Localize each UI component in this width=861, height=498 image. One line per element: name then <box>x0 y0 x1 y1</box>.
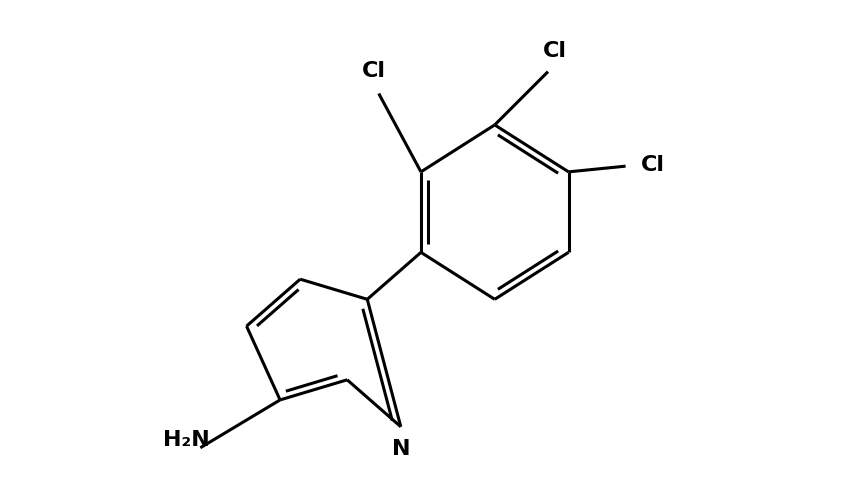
Text: N: N <box>391 439 410 459</box>
Text: H₂N: H₂N <box>163 430 209 450</box>
Text: Cl: Cl <box>542 41 567 61</box>
Text: Cl: Cl <box>641 155 664 175</box>
Text: Cl: Cl <box>362 61 386 81</box>
